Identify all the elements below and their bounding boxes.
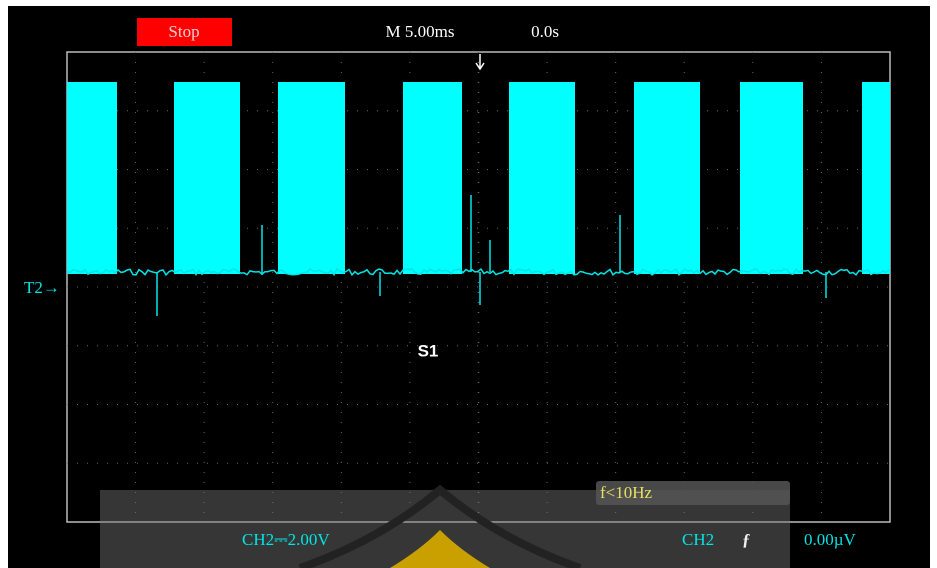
page: Stop M 5.00ms 0.0s T2→ S1 f<10Hz CH2⎓2.0…: [0, 0, 937, 568]
timebase: M 5.00ms: [386, 22, 455, 41]
channel-marker: T2→: [24, 278, 60, 297]
burst: [634, 82, 700, 274]
burst: [403, 82, 462, 274]
trigger-position: 0.0s: [531, 22, 559, 41]
channel-scale: CH2⎓2.00V: [242, 530, 330, 549]
trigger-channel: CH2: [682, 530, 714, 549]
burst: [278, 82, 345, 274]
burst: [740, 82, 803, 274]
burst: [509, 82, 575, 274]
oscilloscope-screen: Stop M 5.00ms 0.0s T2→ S1 f<10Hz CH2⎓2.0…: [0, 0, 937, 568]
trigger-slope: ƒ: [742, 530, 751, 549]
burst: [862, 82, 890, 274]
trigger-level: 0.00µV: [804, 530, 857, 549]
signal-label: S1: [418, 341, 439, 360]
burst: [67, 82, 117, 274]
frequency: f<10Hz: [600, 483, 653, 502]
status: Stop: [168, 22, 199, 41]
burst: [174, 82, 240, 274]
